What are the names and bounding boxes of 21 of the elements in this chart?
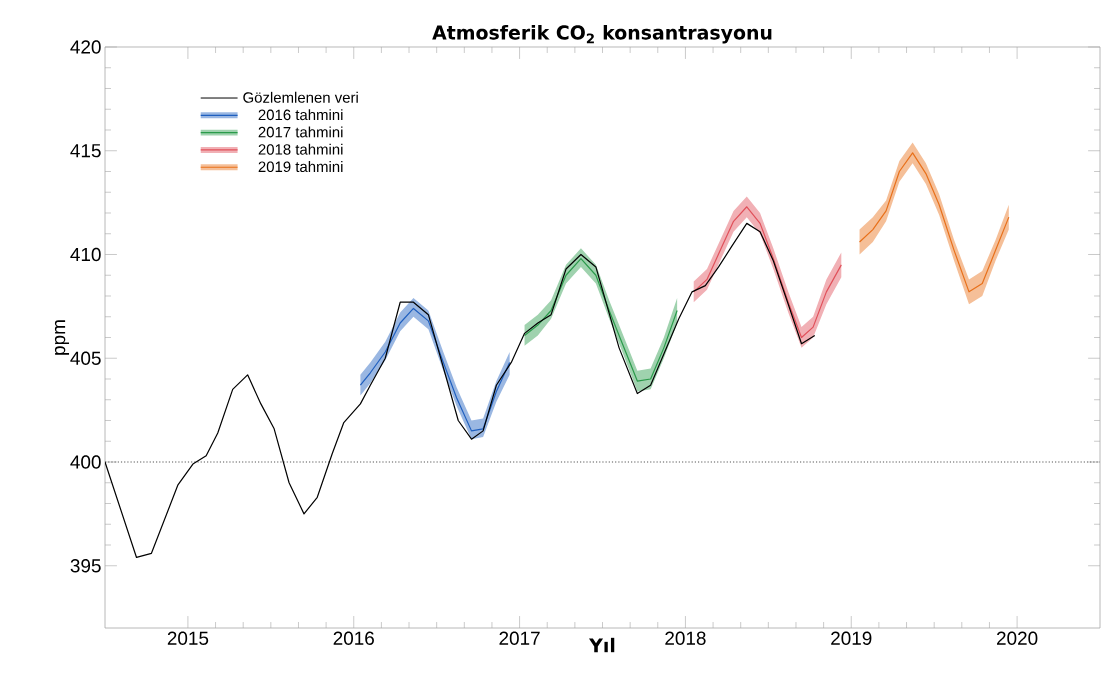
legend-label: 2018 tahmini bbox=[258, 143, 343, 155]
x-tick-label: 2018 bbox=[665, 631, 706, 645]
x-axis-title: Yıl bbox=[588, 637, 615, 653]
x-tick-label: 2017 bbox=[499, 631, 540, 645]
x-tick-label: 2015 bbox=[167, 631, 209, 645]
y-tick-label: 395 bbox=[70, 559, 101, 573]
y-tick-label: 420 bbox=[70, 40, 101, 54]
line-series bbox=[105, 222, 816, 559]
legend-label: Gözlemlenen veri bbox=[243, 91, 358, 103]
y-tick-label: 400 bbox=[70, 455, 101, 469]
legend-label: 2016 tahmini bbox=[258, 109, 343, 121]
y-axis-title: ppm bbox=[54, 320, 70, 355]
x-tick-label: 2020 bbox=[996, 631, 1038, 645]
y-tick-label: 405 bbox=[70, 351, 101, 365]
x-tick-label: 2016 bbox=[333, 631, 374, 645]
legend-label: 2019 tahmini bbox=[258, 161, 343, 173]
legend-label: 2017 tahmini bbox=[258, 126, 343, 138]
x-tick-label: 2019 bbox=[831, 631, 872, 645]
y-tick-label: 415 bbox=[70, 144, 101, 158]
chart-title: Atmosferik CO$_{2}$ konsantrasyonu bbox=[432, 25, 772, 44]
y-tick-label: 410 bbox=[70, 247, 101, 262]
